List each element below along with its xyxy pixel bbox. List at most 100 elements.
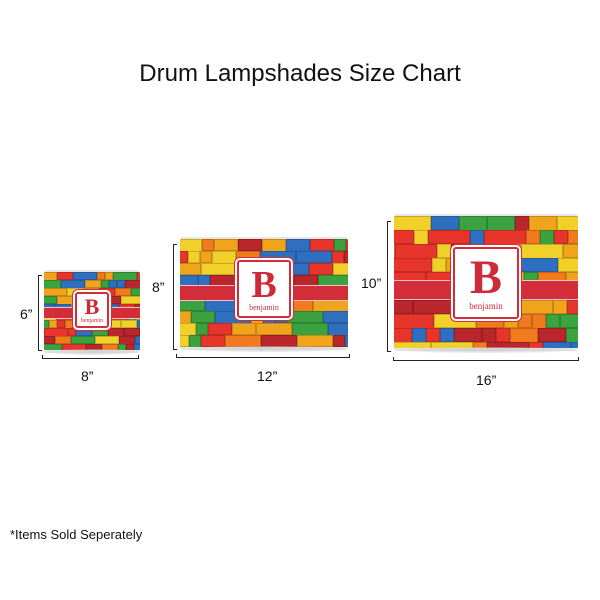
brick-pattern [431, 342, 473, 348]
brick-pattern [554, 230, 568, 244]
brick-pattern [196, 323, 208, 335]
brick-pattern [102, 344, 118, 350]
footnote: *Items Sold Seperately [10, 527, 143, 542]
brick-pattern [201, 335, 225, 347]
brick-pattern [200, 251, 212, 263]
monogram-letter: B [469, 251, 502, 305]
monogram-name: benjamin [80, 317, 104, 324]
brick-pattern [109, 280, 117, 288]
brick-pattern [44, 296, 57, 304]
brick-pattern [346, 239, 348, 251]
brick-pattern [323, 311, 348, 323]
brick-pattern [44, 336, 55, 344]
brick-pattern [208, 323, 232, 335]
brick-pattern [526, 230, 540, 244]
brick-pattern [394, 342, 431, 348]
brick-pattern [115, 288, 131, 296]
brick-pattern [105, 272, 113, 280]
height-label-large: 10” [361, 275, 382, 291]
monogram-name: benjamin [469, 301, 503, 312]
brick-pattern [101, 280, 109, 288]
brick-pattern [62, 344, 86, 350]
brick-pattern [97, 272, 105, 280]
brick-pattern [191, 311, 215, 323]
brick-pattern [92, 328, 108, 336]
brick-pattern [487, 342, 529, 348]
brick-pattern [560, 314, 578, 328]
brick-pattern [496, 328, 510, 342]
height-label-small: 6” [20, 306, 33, 322]
brick-pattern [473, 342, 487, 348]
brick-pattern [394, 230, 414, 244]
brick-pattern [428, 230, 470, 244]
brick-pattern [345, 335, 348, 347]
brick-pattern [394, 300, 413, 314]
brick-pattern [310, 239, 334, 251]
brick-pattern [297, 335, 333, 347]
brick-pattern [124, 328, 140, 336]
brick-pattern [201, 263, 237, 275]
brick-pattern [558, 258, 578, 272]
brick-pattern [73, 272, 97, 280]
brick-pattern [538, 328, 566, 342]
brick-pattern [131, 288, 140, 296]
brick-pattern [333, 263, 348, 275]
brick-pattern [118, 344, 126, 350]
brick-pattern [333, 335, 345, 347]
brick-pattern [180, 335, 189, 347]
brick-pattern [261, 335, 297, 347]
brick-pattern [571, 342, 578, 348]
brick-pattern [57, 272, 73, 280]
brick-pattern [516, 258, 558, 272]
brick-pattern [202, 239, 214, 251]
brick-pattern [86, 344, 102, 350]
brick-pattern [121, 296, 140, 304]
brick-pattern [296, 251, 332, 263]
height-dimension-line [387, 221, 391, 352]
brick-pattern [568, 230, 578, 244]
width-label-small: 8” [81, 368, 94, 384]
brick-pattern [563, 244, 578, 258]
brick-pattern [117, 280, 125, 288]
brick-pattern [95, 336, 119, 344]
monogram-letter: B [251, 263, 277, 306]
brick-pattern [188, 251, 200, 263]
brick-pattern [71, 336, 95, 344]
brick-pattern [44, 288, 67, 296]
width-label-medium: 12” [257, 368, 278, 384]
brick-pattern [256, 323, 292, 335]
brick-pattern [529, 342, 543, 348]
brick-pattern [394, 244, 395, 258]
brick-pattern [454, 328, 482, 342]
brick-pattern [232, 323, 256, 335]
brick-pattern [309, 263, 333, 275]
width-dimension-line [176, 354, 350, 358]
brick-pattern [55, 336, 71, 344]
brick-pattern [189, 335, 201, 347]
brick-pattern [126, 344, 134, 350]
brick-pattern [344, 251, 348, 263]
height-label-medium: 8” [152, 279, 165, 295]
brick-pattern [334, 239, 346, 251]
height-dimension-line [38, 275, 42, 351]
brick-pattern [543, 342, 571, 348]
brick-pattern [437, 244, 451, 258]
monogram-letter: B [84, 293, 100, 319]
brick-pattern [49, 320, 57, 328]
brick-pattern [76, 328, 92, 336]
brick-pattern [238, 239, 262, 251]
monogram-name: benjamin [249, 302, 279, 312]
brick-pattern [431, 216, 459, 230]
brick-pattern [394, 258, 432, 272]
width-label-large: 16” [476, 372, 497, 388]
brick-pattern [57, 320, 65, 328]
height-dimension-line [173, 244, 177, 350]
brick-pattern [44, 344, 62, 350]
width-dimension-line [393, 357, 579, 361]
brick-pattern [121, 320, 137, 328]
brick-pattern [426, 328, 440, 342]
page-title: Drum Lampshades Size Chart [139, 60, 461, 87]
